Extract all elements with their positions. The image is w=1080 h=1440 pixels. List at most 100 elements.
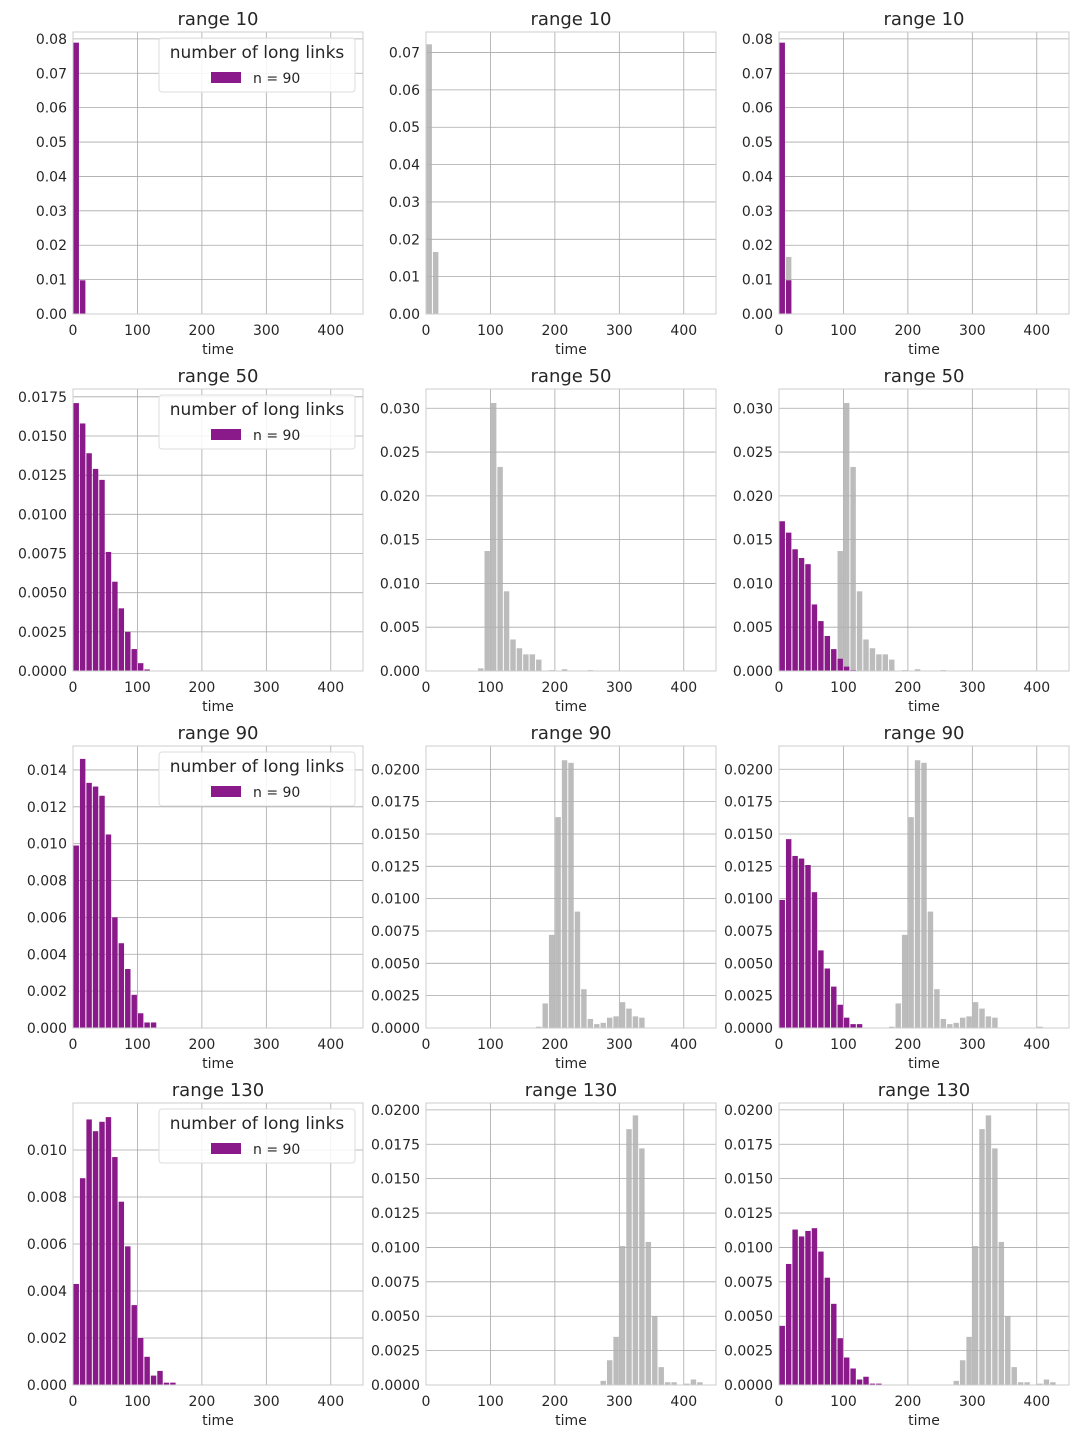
- purple-bar: [785, 1263, 792, 1385]
- y-tick-label: 0.0175: [724, 1137, 773, 1153]
- y-tick-label: 0.014: [27, 763, 67, 779]
- gray-bar: [966, 1016, 972, 1028]
- bar-group: [600, 1115, 703, 1385]
- bar-group: [426, 44, 439, 314]
- purple-bar: [125, 969, 131, 1028]
- x-tick-label: 100: [477, 1394, 504, 1410]
- y-tick-label: 0.015: [380, 533, 420, 549]
- gray-bar: [600, 1380, 606, 1385]
- gray-bar: [581, 989, 587, 1028]
- x-tick-label: 300: [253, 1394, 280, 1410]
- y-tick-label: 0.0075: [18, 547, 67, 563]
- x-tick-label: 0: [422, 680, 431, 696]
- y-tick-label: 0.06: [389, 83, 420, 99]
- chart-panel-4-1: 0.000 0.002 0.004 0.006 0.008 0.010 0 100 200 300…: [27, 1080, 364, 1429]
- y-tick-label: 0.0200: [724, 762, 773, 778]
- purple-bar: [798, 558, 805, 671]
- purple-bar: [163, 1382, 170, 1385]
- purple-bar: [144, 669, 150, 671]
- x-tick-label: 0: [69, 1394, 78, 1410]
- legend-label: n = 90: [253, 428, 300, 444]
- gray-bar: [632, 1016, 639, 1028]
- y-tick-label: 0.008: [27, 1190, 67, 1206]
- gray-bar: [619, 1246, 626, 1385]
- y-tick-label: 0.010: [380, 576, 420, 592]
- gray-bar: [671, 1382, 677, 1385]
- chart-panel-4-2: 0.0000 0.0025 0.0050 0.0075 0.0100 0.0125 0.01…: [371, 1080, 717, 1429]
- gray-bar: [1037, 1383, 1043, 1385]
- legend-title: number of long links: [170, 400, 345, 420]
- gray-bar: [953, 1380, 959, 1385]
- plot-area: [426, 389, 716, 671]
- x-tick-label: 300: [959, 680, 986, 696]
- purple-bar: [79, 758, 86, 1028]
- purple-bar: [157, 1370, 163, 1385]
- legend-title: number of long links: [170, 1114, 345, 1134]
- gray-bar: [697, 1382, 703, 1385]
- y-tick-label: 0.0025: [371, 989, 420, 1005]
- y-tick-label: 0.0175: [371, 1137, 420, 1153]
- purple-bar: [131, 994, 137, 1028]
- y-tick-label: 0.0025: [18, 625, 67, 641]
- y-tick-label: 0.01: [36, 273, 67, 289]
- x-tick-label: 100: [124, 680, 151, 696]
- chart-panel-2-2: 0.000 0.005 0.010 0.015 0.020 0.025 0.030 0 100 2…: [380, 366, 717, 715]
- y-tick-label: 0.06: [36, 101, 67, 117]
- purple-bar: [843, 1357, 850, 1385]
- purple-bar: [798, 858, 805, 1028]
- y-tick-label: 0.002: [27, 984, 67, 1000]
- bar-group: [779, 1115, 1056, 1385]
- y-tick-label: 0.0175: [724, 795, 773, 811]
- y-tick-label: 0.020: [380, 489, 420, 505]
- x-axis-label: time: [202, 699, 234, 715]
- gray-bar: [600, 1022, 606, 1028]
- purple-bar: [86, 1119, 92, 1385]
- purple-bar: [73, 845, 79, 1028]
- y-tick-label: 0.0050: [724, 956, 773, 972]
- x-tick-label: 300: [253, 1037, 280, 1053]
- purple-bar: [99, 795, 105, 1028]
- purple-bar: [811, 892, 818, 1028]
- purple-bar: [831, 986, 837, 1028]
- purple-bar: [779, 521, 785, 671]
- y-tick-label: 0.05: [389, 120, 420, 136]
- gray-bar: [869, 648, 876, 671]
- legend-label: n = 90: [253, 71, 300, 87]
- y-tick-label: 0.0100: [371, 1240, 420, 1256]
- purple-bar: [112, 581, 118, 671]
- plot-area: [426, 32, 716, 314]
- gray-bar: [985, 1115, 992, 1385]
- x-tick-label: 100: [830, 323, 857, 339]
- y-tick-label: 0.00: [742, 307, 773, 323]
- y-tick-label: 0.025: [380, 445, 420, 461]
- x-tick-label: 200: [189, 1037, 216, 1053]
- purple-bar: [92, 1131, 99, 1385]
- gray-bar: [432, 251, 439, 314]
- gray-bar: [561, 760, 568, 1028]
- plot-area: [779, 389, 1069, 671]
- x-axis-label: time: [908, 1413, 940, 1429]
- purple-bar: [79, 423, 86, 671]
- y-tick-label: 0.02: [36, 238, 67, 254]
- gray-bar: [914, 760, 921, 1028]
- purple-bar: [79, 1178, 86, 1385]
- gray-bar: [536, 1026, 542, 1028]
- gray-bar: [639, 1148, 645, 1385]
- purple-bar: [837, 658, 843, 671]
- y-tick-label: 0.004: [27, 1284, 67, 1300]
- y-tick-label: 0.02: [742, 238, 773, 254]
- x-tick-label: 0: [69, 1037, 78, 1053]
- y-tick-label: 0.015: [733, 533, 773, 549]
- x-tick-label: 400: [1023, 1037, 1050, 1053]
- x-tick-label: 100: [477, 323, 504, 339]
- y-tick-label: 0.000: [27, 1378, 67, 1394]
- y-tick-label: 0.030: [733, 401, 773, 417]
- x-tick-label: 400: [670, 1394, 697, 1410]
- purple-bar: [843, 1017, 850, 1028]
- purple-bar: [86, 453, 92, 671]
- chart-panel-3-2: 0.0000 0.0025 0.0050 0.0075 0.0100 0.0125 0.01…: [371, 723, 717, 1072]
- legend-title: number of long links: [170, 43, 345, 63]
- bar-group: [779, 42, 792, 314]
- y-tick-label: 0.005: [380, 620, 420, 636]
- panel-title: range 130: [172, 1080, 264, 1101]
